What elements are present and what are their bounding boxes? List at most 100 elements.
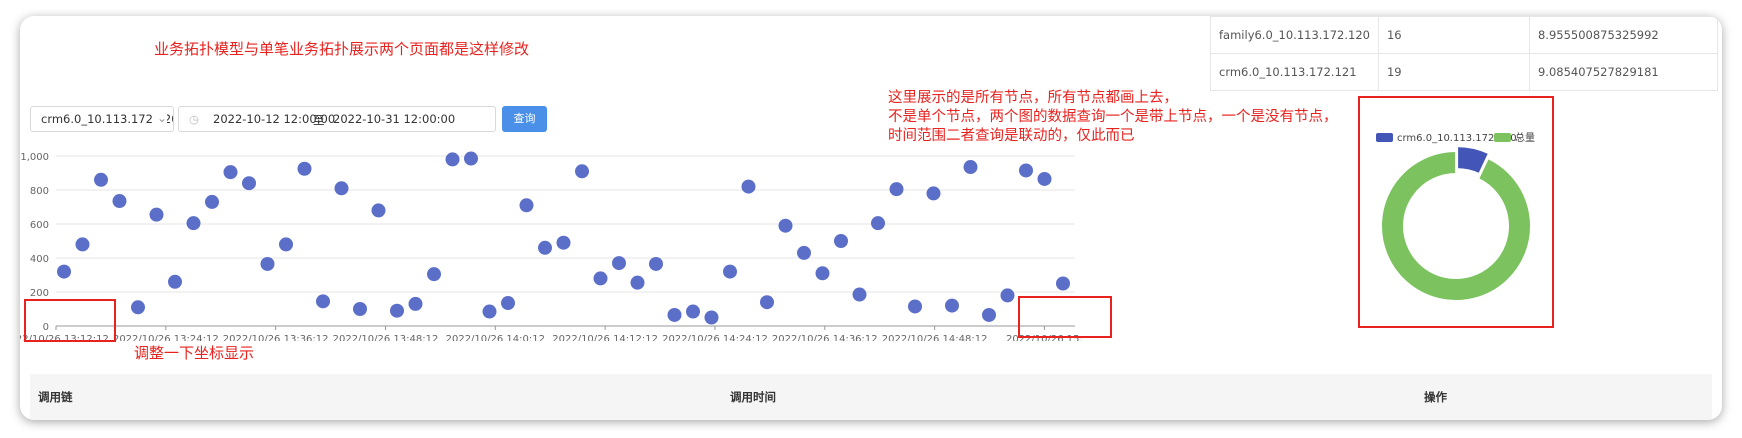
scatter-chart: 0 200 400 600 800 1,000 2022/10/26 13:12:12 20… (20, 151, 1083, 341)
table-row[interactable]: crm6.0_10.113.172.121 19 9.0854075278291… (1210, 53, 1719, 91)
x-tick-label: 2022/10/26 14:36:12 (772, 334, 878, 341)
legend-swatch (1376, 133, 1393, 142)
node-count-cell: 16 (1377, 16, 1530, 54)
scatter-point[interactable] (852, 287, 867, 302)
scatter-point[interactable] (94, 172, 108, 187)
scatter-point[interactable] (834, 234, 848, 248)
scatter-point[interactable] (630, 275, 645, 290)
node-name-cell: family6.0_10.113.172.120 (1210, 16, 1379, 54)
scatter-point[interactable] (815, 266, 830, 281)
scatter-point[interactable] (889, 182, 904, 197)
column-header-chain: 调用链 (38, 390, 73, 404)
legend-swatch (1494, 133, 1511, 142)
scatter-point[interactable] (575, 164, 589, 179)
highlight-box-donut (1358, 96, 1554, 328)
scatter-point[interactable] (279, 237, 293, 252)
scatter-point[interactable] (778, 218, 793, 233)
legend-label: crm6.0_10.113.172.120 (1397, 133, 1517, 144)
table-row[interactable]: family6.0_10.113.172.120 16 8.9555008753… (1210, 16, 1719, 54)
scatter-point[interactable] (242, 176, 256, 191)
node-value-cell: 9.085407527829181 (1528, 53, 1719, 91)
x-tick-label: 2022/10/26 13:36:12 (223, 334, 329, 341)
end-time[interactable]: 2022-10-31 12:00:00 (333, 112, 456, 126)
scatter-point[interactable] (186, 216, 201, 231)
scatter-point[interactable] (316, 294, 330, 309)
scatter-point[interactable] (408, 296, 423, 311)
legend-item[interactable]: 总量 (1494, 131, 1535, 144)
table-header: 调用链 调用时间 操作 (30, 374, 1712, 420)
scatter-point[interactable] (519, 198, 534, 213)
highlight-box-right (1018, 296, 1112, 338)
scatter-point[interactable] (741, 179, 756, 194)
x-tick-label: 2022/10/26 13:12:12 (20, 334, 109, 341)
scatter-point[interactable] (556, 235, 571, 250)
scatter-point[interactable] (501, 296, 515, 311)
right-annotation-line2: 不是单个节点，两个图的数据查询一个是带上节点，一个是没有节点， (888, 109, 1338, 125)
scatter-point[interactable] (723, 264, 737, 279)
scatter-point[interactable] (371, 203, 386, 218)
scatter-point[interactable] (131, 300, 145, 315)
scatter-point[interactable] (704, 310, 719, 325)
scatter-point[interactable] (112, 194, 127, 209)
node-count-cell: 19 (1377, 53, 1530, 91)
legend-label: 总量 (1515, 131, 1535, 144)
scatter-point[interactable] (427, 267, 441, 282)
scatter-point[interactable] (75, 237, 90, 252)
scatter-point[interactable] (797, 245, 811, 260)
y-tick-label: 400 (30, 254, 49, 265)
scatter-point[interactable] (612, 256, 626, 271)
x-tick-label: 2022/10/26 13:24:12 (113, 334, 219, 341)
axis-annotation: 调整一下坐标显示 (134, 344, 255, 362)
highlight-box-left (24, 299, 116, 342)
scatter-point[interactable] (871, 216, 885, 231)
scatter-point[interactable] (149, 207, 164, 222)
donut-slice[interactable] (1380, 149, 1532, 302)
scatter-point[interactable] (205, 194, 219, 209)
donut-slice[interactable] (1456, 145, 1491, 176)
scatter-point[interactable] (667, 307, 682, 322)
y-tick-label: 0 (43, 322, 49, 333)
scatter-point[interactable] (353, 302, 367, 316)
x-tick-label: 2022/10/26 14:12:12 (552, 334, 658, 341)
node-table: family6.0_10.113.172.120 16 8.9555008753… (1210, 16, 1719, 91)
scatter-point[interactable] (908, 299, 922, 314)
topology-panel: 业务拓扑模型与单笔业务拓扑展示两个页面都是这样修改 family6.0_10.1… (20, 16, 1722, 420)
column-header-action: 操作 (1424, 390, 1447, 404)
scatter-point[interactable] (1037, 171, 1052, 186)
y-tick-label: 200 (30, 288, 49, 299)
scatter-point[interactable] (945, 298, 959, 313)
scatter-point[interactable] (334, 181, 349, 196)
start-time[interactable]: 2022-10-12 12:00:00 (213, 112, 336, 126)
scatter-point[interactable] (963, 160, 978, 175)
scatter-point[interactable] (223, 165, 238, 180)
scatter-point[interactable] (57, 264, 71, 279)
node-select[interactable]: crm6.0_10.113.172.120 ⌄ (30, 106, 174, 132)
scatter-point[interactable] (260, 256, 275, 271)
scatter-point[interactable] (445, 152, 460, 167)
scatter-point[interactable] (538, 240, 552, 255)
scatter-point[interactable] (1019, 163, 1033, 178)
date-range-picker[interactable]: ◷ 2022-10-12 12:00:00 至 2022-10-31 12:00… (178, 106, 496, 132)
scatter-point[interactable] (168, 274, 182, 289)
scatter-point[interactable] (686, 304, 700, 319)
scatter-point[interactable] (760, 295, 774, 310)
right-annotation-line3: 时间范围二者查询是联动的，仅此而已 (888, 128, 1135, 144)
scatter-point[interactable] (390, 303, 404, 318)
x-tick-label: 2022/10/26 14:24:12 (662, 334, 768, 341)
scatter-point[interactable] (982, 307, 996, 322)
scatter-point[interactable] (1056, 276, 1070, 291)
scatter-point[interactable] (926, 186, 941, 201)
query-button[interactable]: 查询 (502, 106, 547, 132)
node-select-value: crm6.0_10.113.172.120 (41, 112, 174, 126)
scatter-point[interactable] (1000, 288, 1015, 303)
range-separator: 至 (313, 113, 325, 127)
scatter-point[interactable] (297, 161, 312, 176)
x-tick-label: 2022/10/26 13:48:12 (333, 334, 439, 341)
scatter-point[interactable] (464, 151, 478, 166)
scatter-point[interactable] (482, 304, 497, 319)
node-value-cell: 8.955500875325992 (1528, 16, 1719, 54)
scatter-point[interactable] (649, 256, 663, 271)
right-annotation-line1: 这里展示的是所有节点，所有节点都画上去， (888, 90, 1178, 106)
legend-item[interactable]: crm6.0_10.113.172.120 (1376, 133, 1517, 144)
scatter-point[interactable] (593, 271, 608, 286)
